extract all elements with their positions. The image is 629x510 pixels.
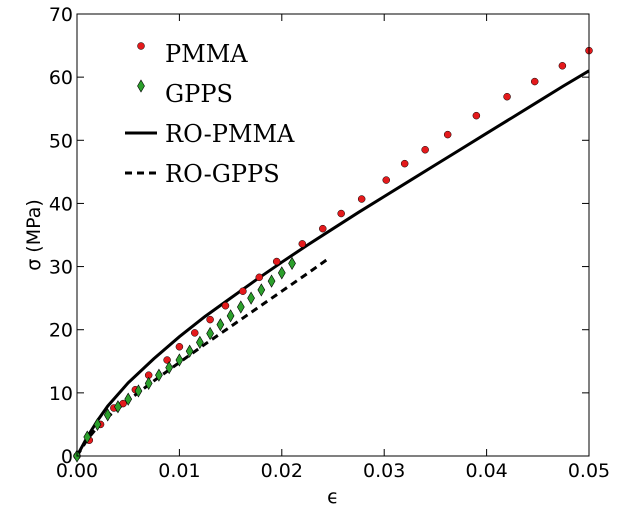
data-point-gpps (206, 326, 214, 341)
data-point-gpps (185, 344, 194, 358)
data-point-pmma (272, 257, 281, 266)
series-line-ro-pmma (75, 69, 590, 457)
data-point-pmma (443, 130, 452, 139)
data-point-gpps (257, 283, 266, 297)
data-point-pmma (298, 240, 307, 248)
data-point-pmma (191, 329, 199, 337)
y-tick-label: 60 (49, 67, 73, 89)
x-tick-label: 0.02 (261, 460, 303, 482)
data-point-gpps (155, 368, 163, 382)
data-point-pmma (472, 111, 481, 120)
y-tick-label: 30 (49, 257, 73, 279)
data-point-pmma (357, 195, 366, 203)
data-point-gpps (165, 361, 174, 375)
data-point-gpps (288, 256, 296, 271)
data-point-gpps (114, 400, 122, 414)
data-point-pmma (221, 301, 230, 310)
data-point-gpps (247, 291, 255, 305)
data-point-pmma (206, 315, 214, 324)
data-point-pmma (503, 92, 511, 101)
y-tick-label: 0 (61, 446, 73, 468)
data-point-gpps (196, 335, 204, 349)
x-tick-label: 0.05 (568, 460, 610, 482)
x-tick-label: 0.00 (56, 460, 98, 482)
legend-marker-gpps (137, 79, 145, 93)
data-point-pmma (558, 62, 567, 70)
x-tick-label: 0.04 (465, 460, 507, 482)
x-tick-label: 0.01 (158, 460, 200, 482)
data-point-gpps (277, 266, 286, 280)
data-point-gpps (103, 408, 112, 422)
data-point-gpps (144, 376, 153, 390)
y-tick-label: 40 (49, 193, 73, 215)
y-tick-label: 50 (49, 130, 73, 152)
data-point-gpps (93, 417, 102, 432)
data-point-gpps (236, 300, 245, 314)
data-point-gpps (216, 318, 225, 332)
data-point-pmma (239, 287, 247, 295)
series-line-ro-gpps (75, 257, 329, 457)
legend-label: RO-PMMA (165, 120, 295, 148)
data-point-gpps (124, 392, 133, 406)
plot-area (73, 46, 593, 463)
data-point-pmma (382, 176, 390, 184)
data-point-pmma (255, 273, 264, 282)
data-point-gpps (134, 384, 143, 398)
data-point-gpps (267, 274, 276, 288)
y-tick-label: 70 (49, 4, 73, 26)
y-axis-label: σ (MPa) (23, 199, 45, 271)
data-point-pmma (421, 146, 429, 154)
data-point-gpps (175, 353, 184, 367)
legend-label: GPPS (165, 80, 233, 108)
axis-ticks: 0.00 0.01 0.02 0.03 0.04 0.05 0 10 20 30 40 50 60 70 (49, 4, 610, 482)
data-point-pmma (337, 209, 345, 218)
x-axis-label: ϵ (327, 486, 339, 508)
y-tick-label: 20 (49, 320, 73, 342)
data-point-pmma (319, 224, 327, 233)
x-tick-label: 0.03 (363, 460, 405, 482)
data-point-pmma (175, 343, 184, 351)
data-point-gpps (226, 309, 235, 323)
y-tick-label: 10 (49, 383, 73, 405)
axes-frame (76, 13, 590, 457)
legend-marker-pmma (137, 42, 145, 50)
legend-label: PMMA (165, 40, 248, 68)
legend: PMMA GPPS RO-PMMA RO-GPPS (125, 40, 295, 188)
data-point-pmma (530, 77, 539, 86)
data-point-pmma (400, 159, 409, 168)
data-point-gpps (83, 430, 92, 444)
legend-label: RO-GPPS (165, 160, 280, 188)
